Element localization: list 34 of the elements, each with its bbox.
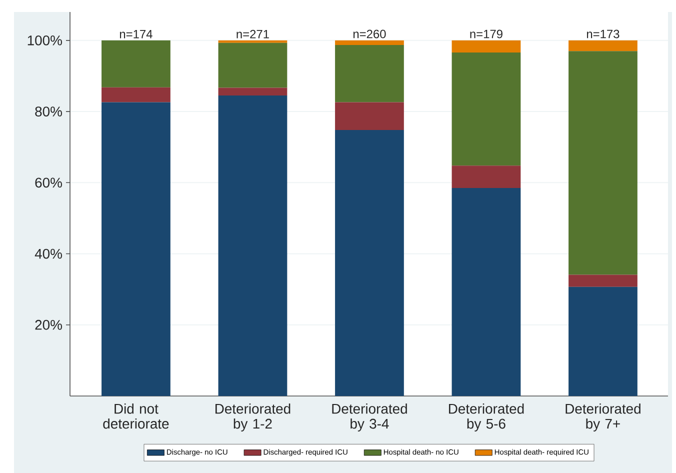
annotation: n=260 [353,30,386,38]
x-tick-label: Deteriorated by 3-4 [332,404,407,432]
x-tick-label: Did not deteriorate [103,404,169,429]
bar [568,51,638,275]
bar [452,40,521,53]
bar [218,96,288,396]
x-tick-label: Deteriorated by 1-2 [215,404,290,432]
bar [218,88,288,96]
bar [452,166,521,188]
bar [568,286,638,396]
bar [335,45,404,102]
bar [335,102,404,130]
bar [102,102,170,396]
bar [568,40,638,52]
annotation: n=179 [470,30,502,38]
bar [452,52,521,166]
bar [102,87,170,102]
bar [102,40,170,88]
annotation: n=271 [236,30,269,38]
y-tick-label: 40% [34,248,62,259]
y-tick-label: 80% [35,106,62,116]
y-tick-label: 100% [28,35,62,46]
bar [218,42,288,88]
bar [218,40,288,43]
bar [335,40,404,46]
bar [568,274,638,287]
annotation: n=174 [120,30,152,38]
y-tick-label: 20% [35,320,62,330]
x-tick-label: Deteriorated by 7+ [566,404,640,432]
y-tick-label: 60% [35,178,62,188]
bar [452,188,521,396]
annotation: n=173 [586,30,620,38]
x-tick-label: Deteriorated by 5-6 [448,404,524,432]
bar [335,130,404,396]
